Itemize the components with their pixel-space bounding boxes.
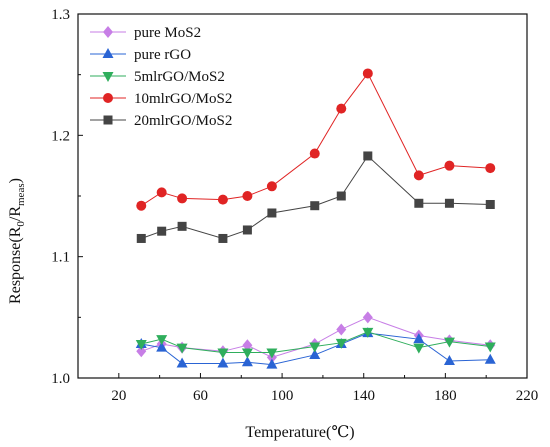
data-point (309, 148, 320, 159)
y-axis-title-mid: /R (7, 206, 24, 221)
y-axis-title-main: Response(R (7, 226, 24, 304)
data-point (413, 170, 424, 181)
legend-item: 10mlrGO/MoS2 (90, 91, 232, 107)
data-point (135, 340, 147, 351)
data-point (309, 342, 321, 353)
axis-ticks: 20 60 100 140 180 220 1.0 1.1 1.2 1.3 (51, 7, 538, 404)
data-point (218, 233, 228, 243)
data-point (242, 339, 253, 352)
legend-marker (102, 72, 114, 82)
data-point (177, 193, 188, 204)
data-point (362, 311, 373, 324)
data-point (485, 199, 495, 209)
legend-item: 5mlrGO/MoS2 (90, 69, 225, 85)
data-point (241, 356, 253, 367)
data-point (413, 333, 425, 344)
legend-marker (102, 48, 114, 58)
legend-label: pure MoS2 (134, 25, 201, 41)
data-point (484, 342, 496, 353)
series-4 (136, 151, 495, 243)
y-tick-label: 1.0 (51, 371, 70, 387)
data-point (136, 233, 146, 243)
y-tick-label: 1.1 (51, 250, 70, 266)
legend-marker (103, 93, 113, 103)
data-point (242, 225, 252, 235)
y-axis-title-sub0: 0 (15, 221, 27, 227)
data-point (241, 348, 253, 359)
data-point (336, 323, 347, 336)
data-point (217, 357, 229, 368)
legend-marker (103, 115, 113, 125)
data-point (336, 191, 346, 201)
data-point (136, 200, 147, 211)
legend-label: 5mlrGO/MoS2 (134, 69, 225, 85)
x-axis-title: Temperature(℃) (245, 424, 354, 441)
data-point (176, 343, 188, 354)
data-point (176, 357, 188, 368)
data-point (485, 163, 496, 174)
y-axis-title-sub1: meas (15, 183, 27, 206)
y-axis-title-end: ) (7, 178, 24, 183)
data-point (443, 337, 455, 348)
series-line (141, 155, 491, 239)
data-point (362, 327, 374, 338)
series-layer (135, 68, 496, 369)
data-point (444, 160, 455, 171)
y-axis-title: Response(R0/Rmeas) (7, 178, 27, 304)
series-2 (135, 327, 496, 359)
x-tick-label: 180 (434, 388, 457, 404)
data-point (156, 341, 168, 352)
data-point (309, 348, 321, 359)
data-point (177, 221, 187, 231)
data-point (217, 348, 229, 359)
data-point (444, 198, 454, 208)
data-point (156, 335, 168, 346)
legend: pure MoS2 pure rGO 5mlrGO/MoS2 10mlrGO/MoS2… (90, 25, 232, 129)
data-point (242, 191, 253, 201)
legend-label: 20mlrGO/MoS2 (134, 113, 232, 129)
data-point (157, 226, 167, 236)
y-tick-label: 1.3 (51, 7, 70, 23)
x-tick-label: 100 (271, 388, 294, 404)
data-point (266, 348, 278, 359)
x-tick-label: 60 (193, 388, 208, 404)
data-point (484, 353, 496, 364)
data-point (217, 194, 228, 205)
data-point (136, 345, 147, 358)
data-point (266, 181, 277, 192)
x-tick-label: 20 (111, 388, 126, 404)
series-3 (136, 68, 496, 211)
data-point (362, 68, 373, 79)
data-point (267, 208, 277, 218)
data-point (156, 187, 167, 198)
x-tick-label: 220 (516, 388, 539, 404)
data-point (414, 198, 424, 208)
y-tick-label: 1.2 (51, 128, 70, 144)
legend-item: pure rGO (90, 47, 191, 63)
data-point (310, 201, 320, 211)
data-point (336, 103, 347, 114)
legend-label: pure rGO (134, 47, 191, 63)
legend-label: 10mlrGO/MoS2 (134, 91, 232, 107)
data-point (413, 343, 425, 354)
x-tick-label: 140 (352, 388, 375, 404)
legend-item: 20mlrGO/MoS2 (90, 113, 232, 129)
legend-marker (103, 26, 113, 38)
data-point (335, 338, 347, 349)
data-point (363, 151, 373, 161)
legend-item: pure MoS2 (90, 25, 201, 41)
data-point (443, 355, 455, 366)
data-point (266, 358, 278, 369)
